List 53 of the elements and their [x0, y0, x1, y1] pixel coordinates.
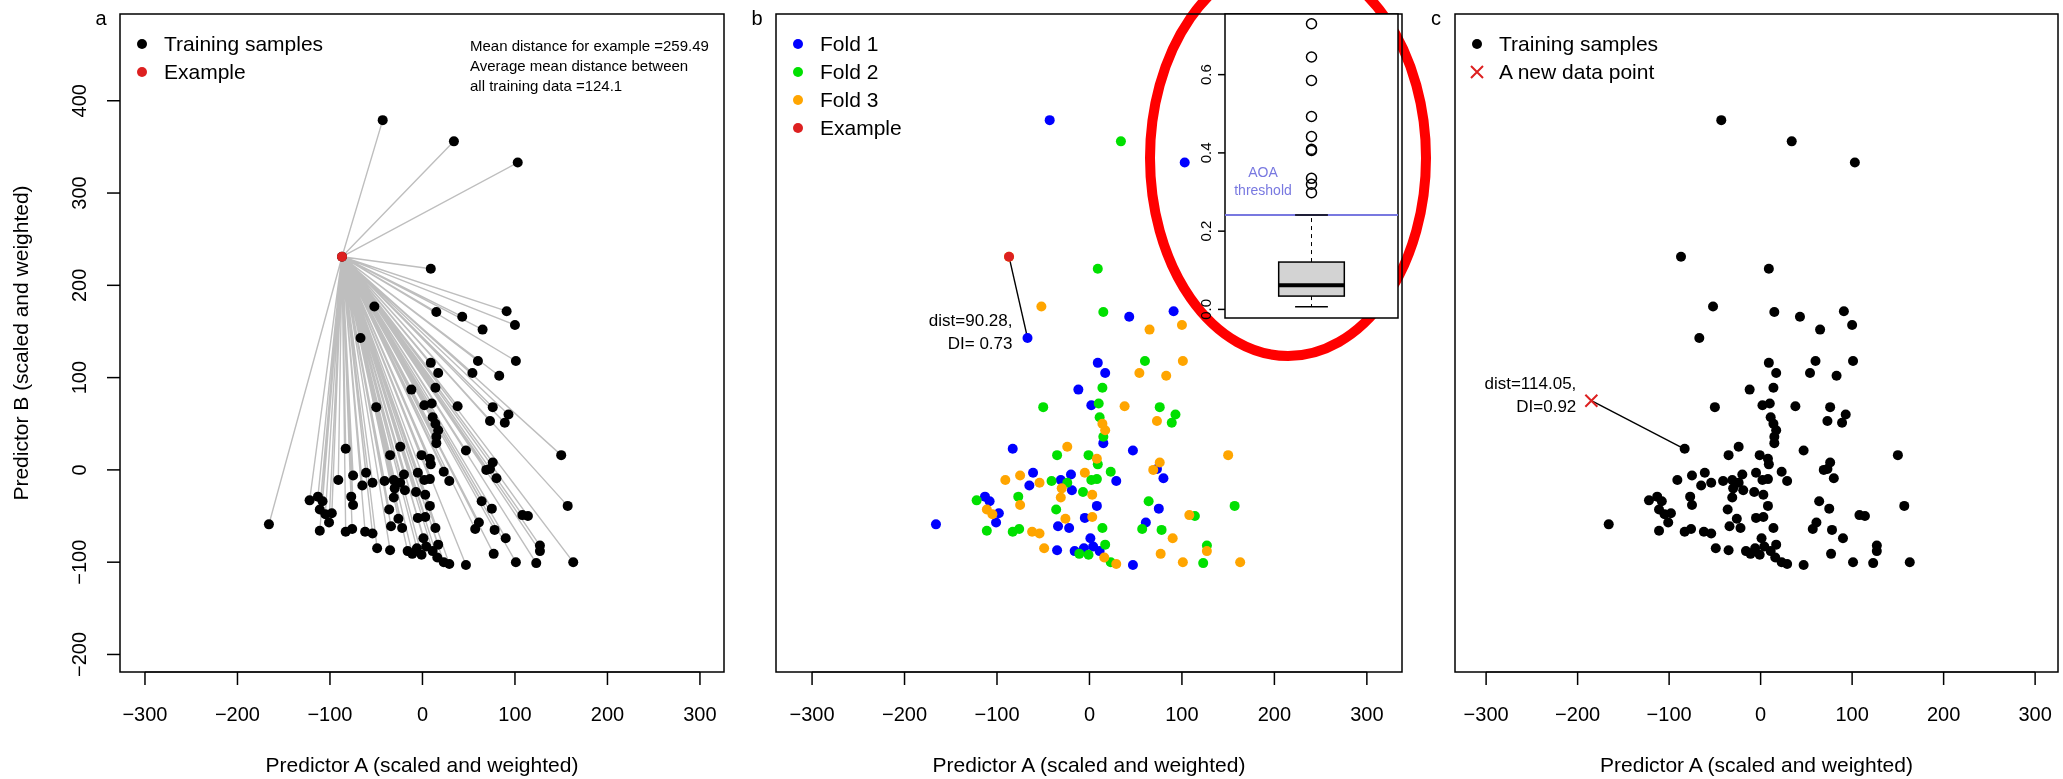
x-tick-label: 0: [1083, 703, 1096, 725]
y-tick-label: 0.4: [1197, 142, 1214, 164]
y-tick-label: −200: [68, 631, 90, 677]
legend-label: Fold 1: [820, 32, 879, 55]
annotation: Mean distance for example =259.49: [470, 37, 709, 54]
y-tick-label: 0.0: [1197, 298, 1214, 320]
annotation: Average mean distance between: [470, 57, 689, 74]
y-tick-label: 0.2: [1197, 220, 1214, 242]
y-tick-label: −100: [68, 539, 90, 585]
x-tick-label: 0: [416, 703, 429, 725]
x-tick-label: −300: [1463, 703, 1509, 725]
x-tick-label: 300: [683, 703, 717, 725]
x-tick-label: 100: [1165, 703, 1199, 725]
y-axis-title: Predictor B (scaled and weighted): [9, 185, 32, 501]
y-tick-label: 0: [68, 464, 90, 476]
x-axis-title: Predictor A (scaled and weighted): [265, 753, 579, 776]
annotation: dist=114.05, DI=0.92: [1484, 373, 1577, 416]
x-tick-label: 100: [1835, 703, 1869, 725]
x-tick-label: −100: [1646, 703, 1692, 725]
legend-label: Example: [820, 116, 902, 139]
legend-label: Fold 3: [820, 88, 879, 111]
y-tick-label: 200: [68, 268, 90, 303]
x-tick-label: 200: [590, 703, 625, 725]
x-tick-label: 200: [1257, 703, 1292, 725]
y-tick-label: 100: [68, 360, 90, 395]
ref-line-label: AOA threshold: [1234, 164, 1292, 199]
x-tick-label: −200: [882, 703, 928, 725]
x-tick-label: 100: [498, 703, 532, 725]
x-axis-title: Predictor A (scaled and weighted): [932, 753, 1246, 776]
x-tick-label: −200: [214, 703, 260, 725]
x-axis-title: Predictor A (scaled and weighted): [1600, 753, 1913, 776]
y-tick-label: 400: [68, 84, 90, 118]
y-tick-label: 300: [68, 176, 90, 210]
annotation: all training data =124.1: [470, 77, 623, 94]
legend-label: Training samples: [1499, 32, 1659, 55]
x-tick-label: −300: [122, 703, 168, 725]
x-tick-label: 0: [1755, 703, 1767, 725]
x-tick-label: 300: [2018, 703, 2052, 725]
annotation: dist=90.28, DI= 0.73: [928, 310, 1013, 353]
legend-label: Example: [164, 60, 246, 83]
y-tick-label: 0.6: [1197, 64, 1214, 86]
x-tick-label: −300: [789, 703, 835, 725]
chart-title: c: [1431, 7, 1441, 29]
x-tick-label: −100: [974, 703, 1020, 725]
x-tick-label: 300: [1350, 703, 1384, 725]
x-tick-label: −100: [307, 703, 353, 725]
chart-title: b: [751, 7, 763, 29]
legend-label: Training samples: [164, 32, 324, 55]
chart-title: a: [95, 7, 108, 29]
x-tick-label: 200: [1926, 703, 1961, 725]
legend-label: Fold 2: [820, 60, 879, 83]
legend-label: A new data point: [1499, 60, 1655, 83]
x-tick-label: −200: [1555, 703, 1601, 725]
